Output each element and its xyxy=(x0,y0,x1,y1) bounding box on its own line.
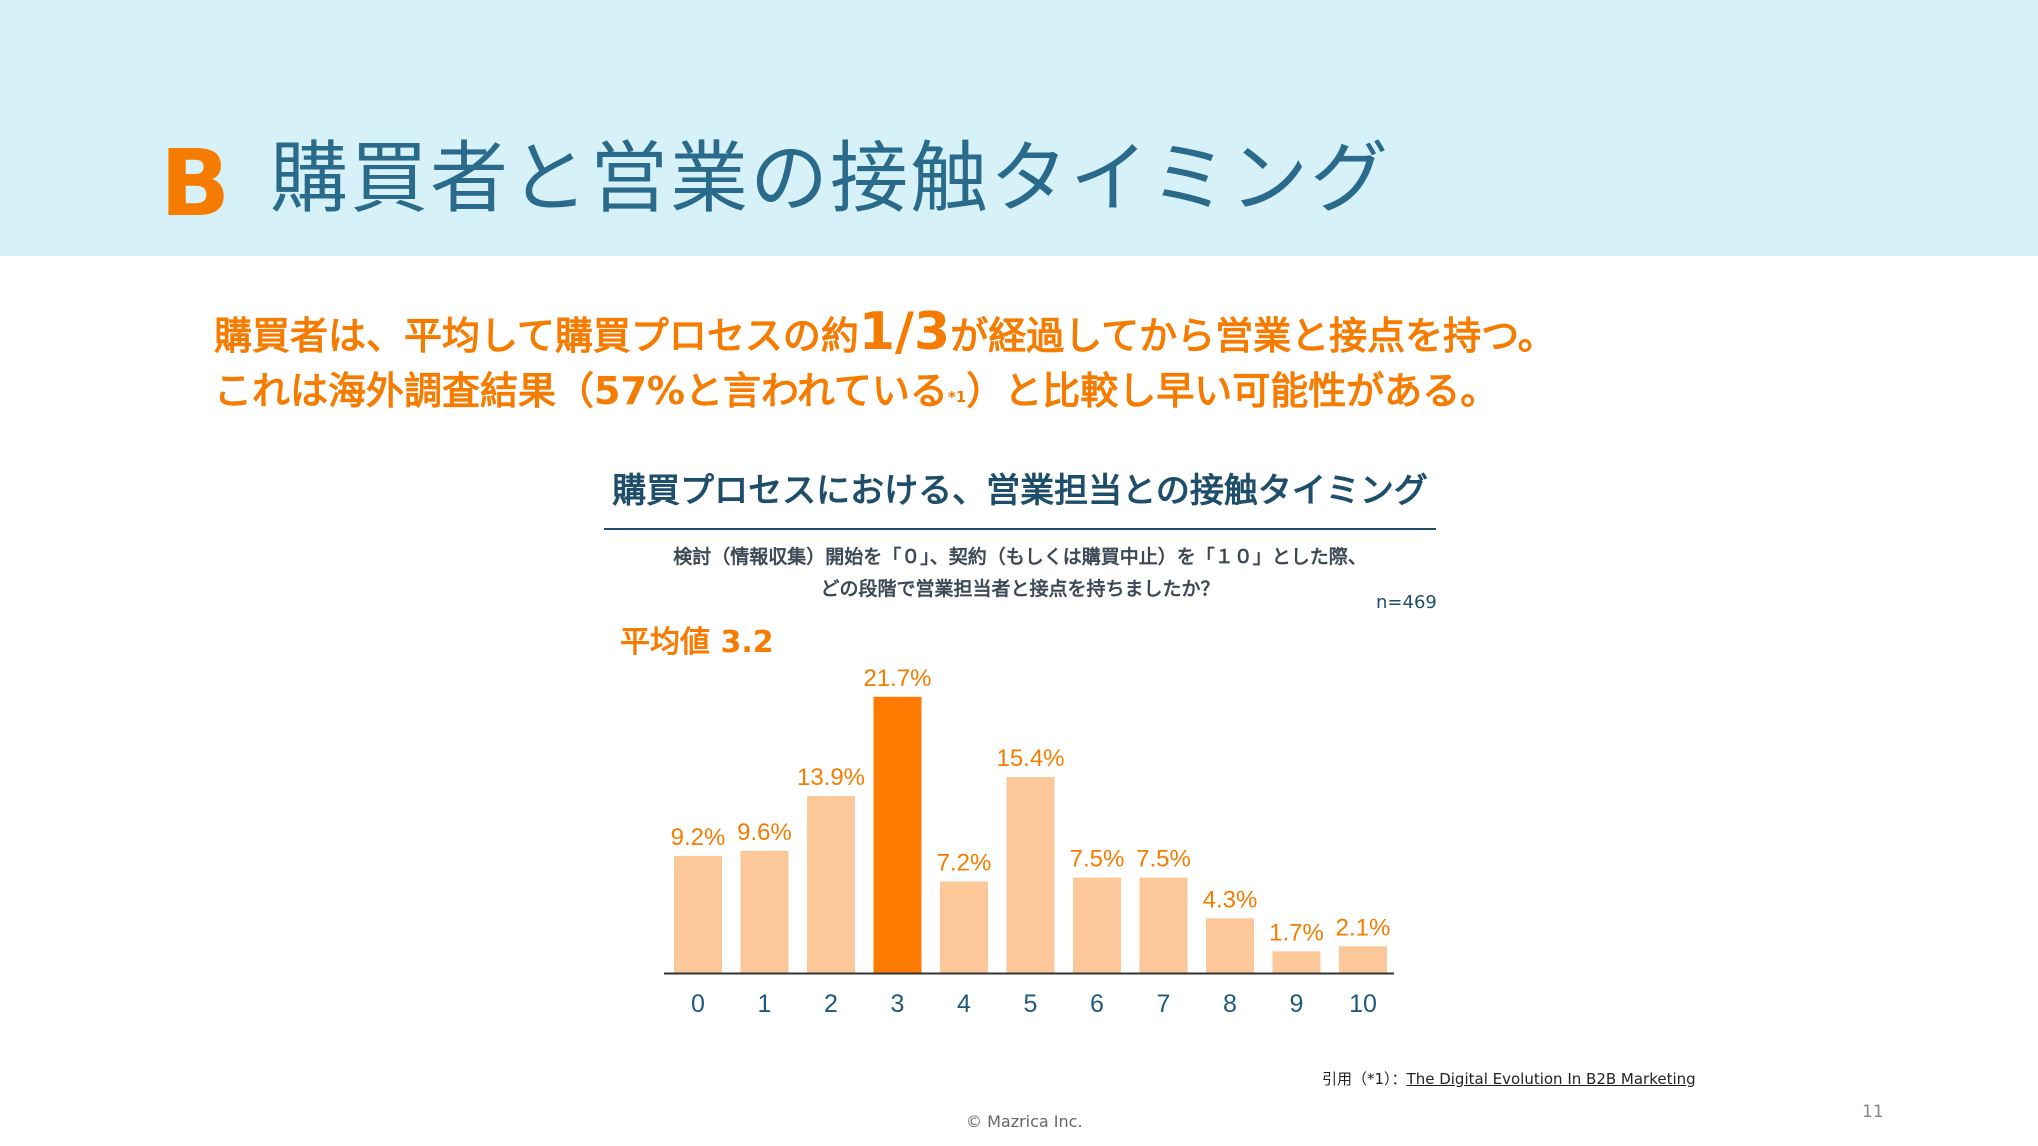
bar-1 xyxy=(740,850,789,973)
section-letter: B xyxy=(160,130,231,237)
bar-8 xyxy=(1206,918,1254,973)
bar-value-label-3: 21.7% xyxy=(863,665,931,692)
lead-line-2: これは海外調査結果（57%と言われている*1）と比較し早い可能性がある。 xyxy=(214,372,1498,410)
x-tick-label-4: 4 xyxy=(957,990,971,1018)
x-tick-label-3: 3 xyxy=(891,990,905,1018)
lead-line-2-before: これは海外調査結果（57%と言われている xyxy=(214,369,948,413)
bar-4 xyxy=(940,881,988,973)
bar-value-label-6: 7.5% xyxy=(1070,846,1125,873)
header-band xyxy=(0,0,2038,256)
bar-6 xyxy=(1073,877,1121,973)
x-tick-label-8: 8 xyxy=(1223,990,1237,1018)
bar-value-label-2: 13.9% xyxy=(797,764,865,791)
bar-value-label-1: 9.6% xyxy=(737,819,792,846)
bar-5 xyxy=(1006,777,1055,973)
citation-link[interactable]: The Digital Evolution In B2B Marketing xyxy=(1406,1070,1696,1088)
citation-prefix: 引用（*1）： xyxy=(1322,1070,1407,1088)
bar-3 xyxy=(873,696,922,973)
lead-fraction: 1/3 xyxy=(858,302,951,362)
bar-value-label-8: 4.3% xyxy=(1203,886,1258,913)
lead-line-2-after: ）と比較し早い可能性がある。 xyxy=(966,369,1499,413)
lead-line-1-before: 購買者は、平均して購買プロセスの約 xyxy=(214,314,859,358)
bar-value-label-0: 9.2% xyxy=(671,824,726,851)
bar-value-label-7: 7.5% xyxy=(1136,846,1191,873)
bar-value-label-10: 2.1% xyxy=(1336,914,1391,941)
survey-question-line-2: どの段階で営業担当者と接点を持ちましたか？ xyxy=(820,578,1220,600)
x-tick-label-1: 1 xyxy=(758,990,772,1018)
x-tick-label-9: 9 xyxy=(1290,990,1304,1018)
bar-10 xyxy=(1339,946,1387,973)
x-tick-label-7: 7 xyxy=(1157,990,1171,1018)
lead-line-1: 購買者は、平均して購買プロセスの約1/3が経過してから営業と接点を持つ。 xyxy=(214,306,1556,358)
chart-title: 購買プロセスにおける、営業担当との接触タイミング xyxy=(612,471,1428,511)
section-title: 購買者と営業の接触タイミング xyxy=(270,134,1391,224)
lead-line-1-after: が経過してから営業と接点を持つ。 xyxy=(950,314,1556,358)
bar-0 xyxy=(674,855,722,973)
bar-value-label-5: 15.4% xyxy=(996,745,1064,772)
survey-question-line-1: 検討（情報収集）開始を「０」、契約（もしくは購買中止）を「１０」とした際、 xyxy=(673,546,1367,568)
copyright: © Mazrica Inc. xyxy=(966,1112,1083,1131)
footnote-marker: *1 xyxy=(947,388,967,406)
sample-size: n=469 xyxy=(1376,592,1437,613)
chart-title-underline xyxy=(604,528,1436,530)
x-tick-label-10: 10 xyxy=(1349,990,1377,1018)
average-value: 平均値 3.2 xyxy=(620,625,774,660)
x-tick-label-2: 2 xyxy=(824,990,838,1018)
bar-value-label-4: 7.2% xyxy=(937,849,992,876)
page-number: 11 xyxy=(1862,1102,1884,1122)
x-tick-label-6: 6 xyxy=(1090,990,1104,1018)
bar-7 xyxy=(1139,877,1188,973)
x-tick-label-0: 0 xyxy=(691,990,705,1018)
bar-value-label-9: 1.7% xyxy=(1269,919,1324,946)
x-tick-label-5: 5 xyxy=(1024,990,1038,1018)
bar-9 xyxy=(1272,951,1321,973)
bar-2 xyxy=(807,796,855,973)
citation: 引用（*1）：The Digital Evolution In B2B Mark… xyxy=(1322,1068,1696,1089)
